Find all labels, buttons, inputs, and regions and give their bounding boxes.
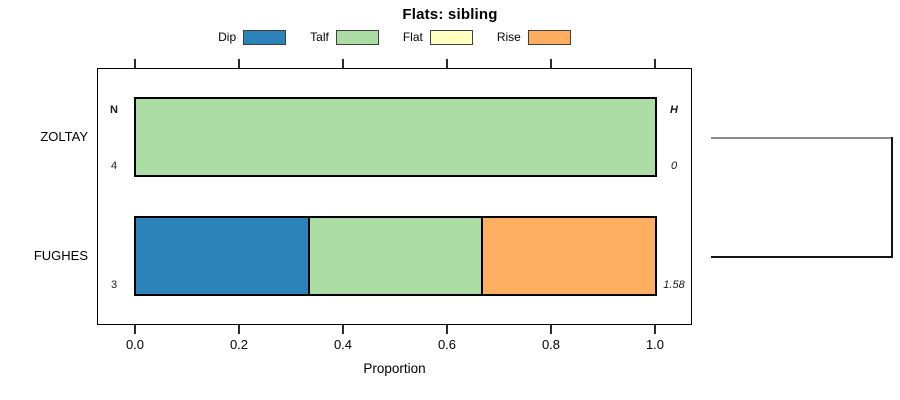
bar-zoltay	[134, 97, 657, 177]
dendrogram-branch-top	[711, 137, 893, 139]
x-tick-label: 0.4	[333, 337, 353, 352]
row-label-fughes: FUGHES	[33, 248, 88, 263]
legend-swatch-flat	[429, 29, 473, 45]
legend-item-dip: Dip	[218, 29, 287, 45]
x-tick-label: 0.6	[437, 337, 457, 352]
dendrogram-branch-bottom	[711, 256, 893, 258]
n-value: 3	[110, 279, 118, 291]
bottom-tick	[446, 325, 448, 334]
x-tick-label: 0.8	[541, 337, 561, 352]
x-tick-label: 1.0	[645, 337, 665, 352]
dendrogram-join	[891, 137, 893, 258]
x-axis-title: Proportion	[363, 361, 426, 376]
legend-label: Rise	[496, 29, 521, 44]
legend-swatch-talf	[335, 29, 379, 45]
legend-item-rise: Rise	[496, 29, 571, 45]
bottom-tick	[238, 325, 240, 334]
bottom-tick	[342, 325, 344, 334]
top-tick	[446, 59, 448, 68]
bottom-tick	[134, 325, 136, 334]
bar-segment-talf	[136, 99, 655, 175]
h-column-header: H	[670, 104, 678, 116]
h-value: 0	[670, 160, 678, 172]
bar-segment-talf	[307, 218, 482, 294]
bar-fughes	[134, 216, 657, 296]
legend: Dip Talf Flat Rise	[97, 28, 692, 46]
legend-swatch-dip	[243, 29, 287, 45]
chart-title: Flats: sibling	[402, 6, 498, 23]
row-label-zoltay: ZOLTAY	[40, 129, 88, 144]
n-value: 4	[110, 160, 118, 172]
legend-label: Flat	[402, 29, 423, 44]
x-tick-label: 0.0	[125, 337, 145, 352]
top-tick	[654, 59, 656, 68]
top-tick	[238, 59, 240, 68]
legend-label: Talf	[310, 29, 329, 44]
bottom-tick	[654, 325, 656, 334]
bottom-tick	[550, 325, 552, 334]
top-tick	[342, 59, 344, 68]
n-column-header: N	[110, 104, 118, 116]
legend-swatch-rise	[527, 29, 571, 45]
x-tick-label: 0.2	[229, 337, 249, 352]
h-value: 1.58	[663, 279, 685, 291]
legend-item-talf: Talf	[310, 29, 379, 45]
top-tick	[550, 59, 552, 68]
legend-item-flat: Flat	[402, 29, 473, 45]
top-tick	[134, 59, 136, 68]
bar-segment-dip	[136, 218, 308, 294]
legend-label: Dip	[218, 29, 237, 44]
bar-segment-rise	[481, 218, 656, 294]
